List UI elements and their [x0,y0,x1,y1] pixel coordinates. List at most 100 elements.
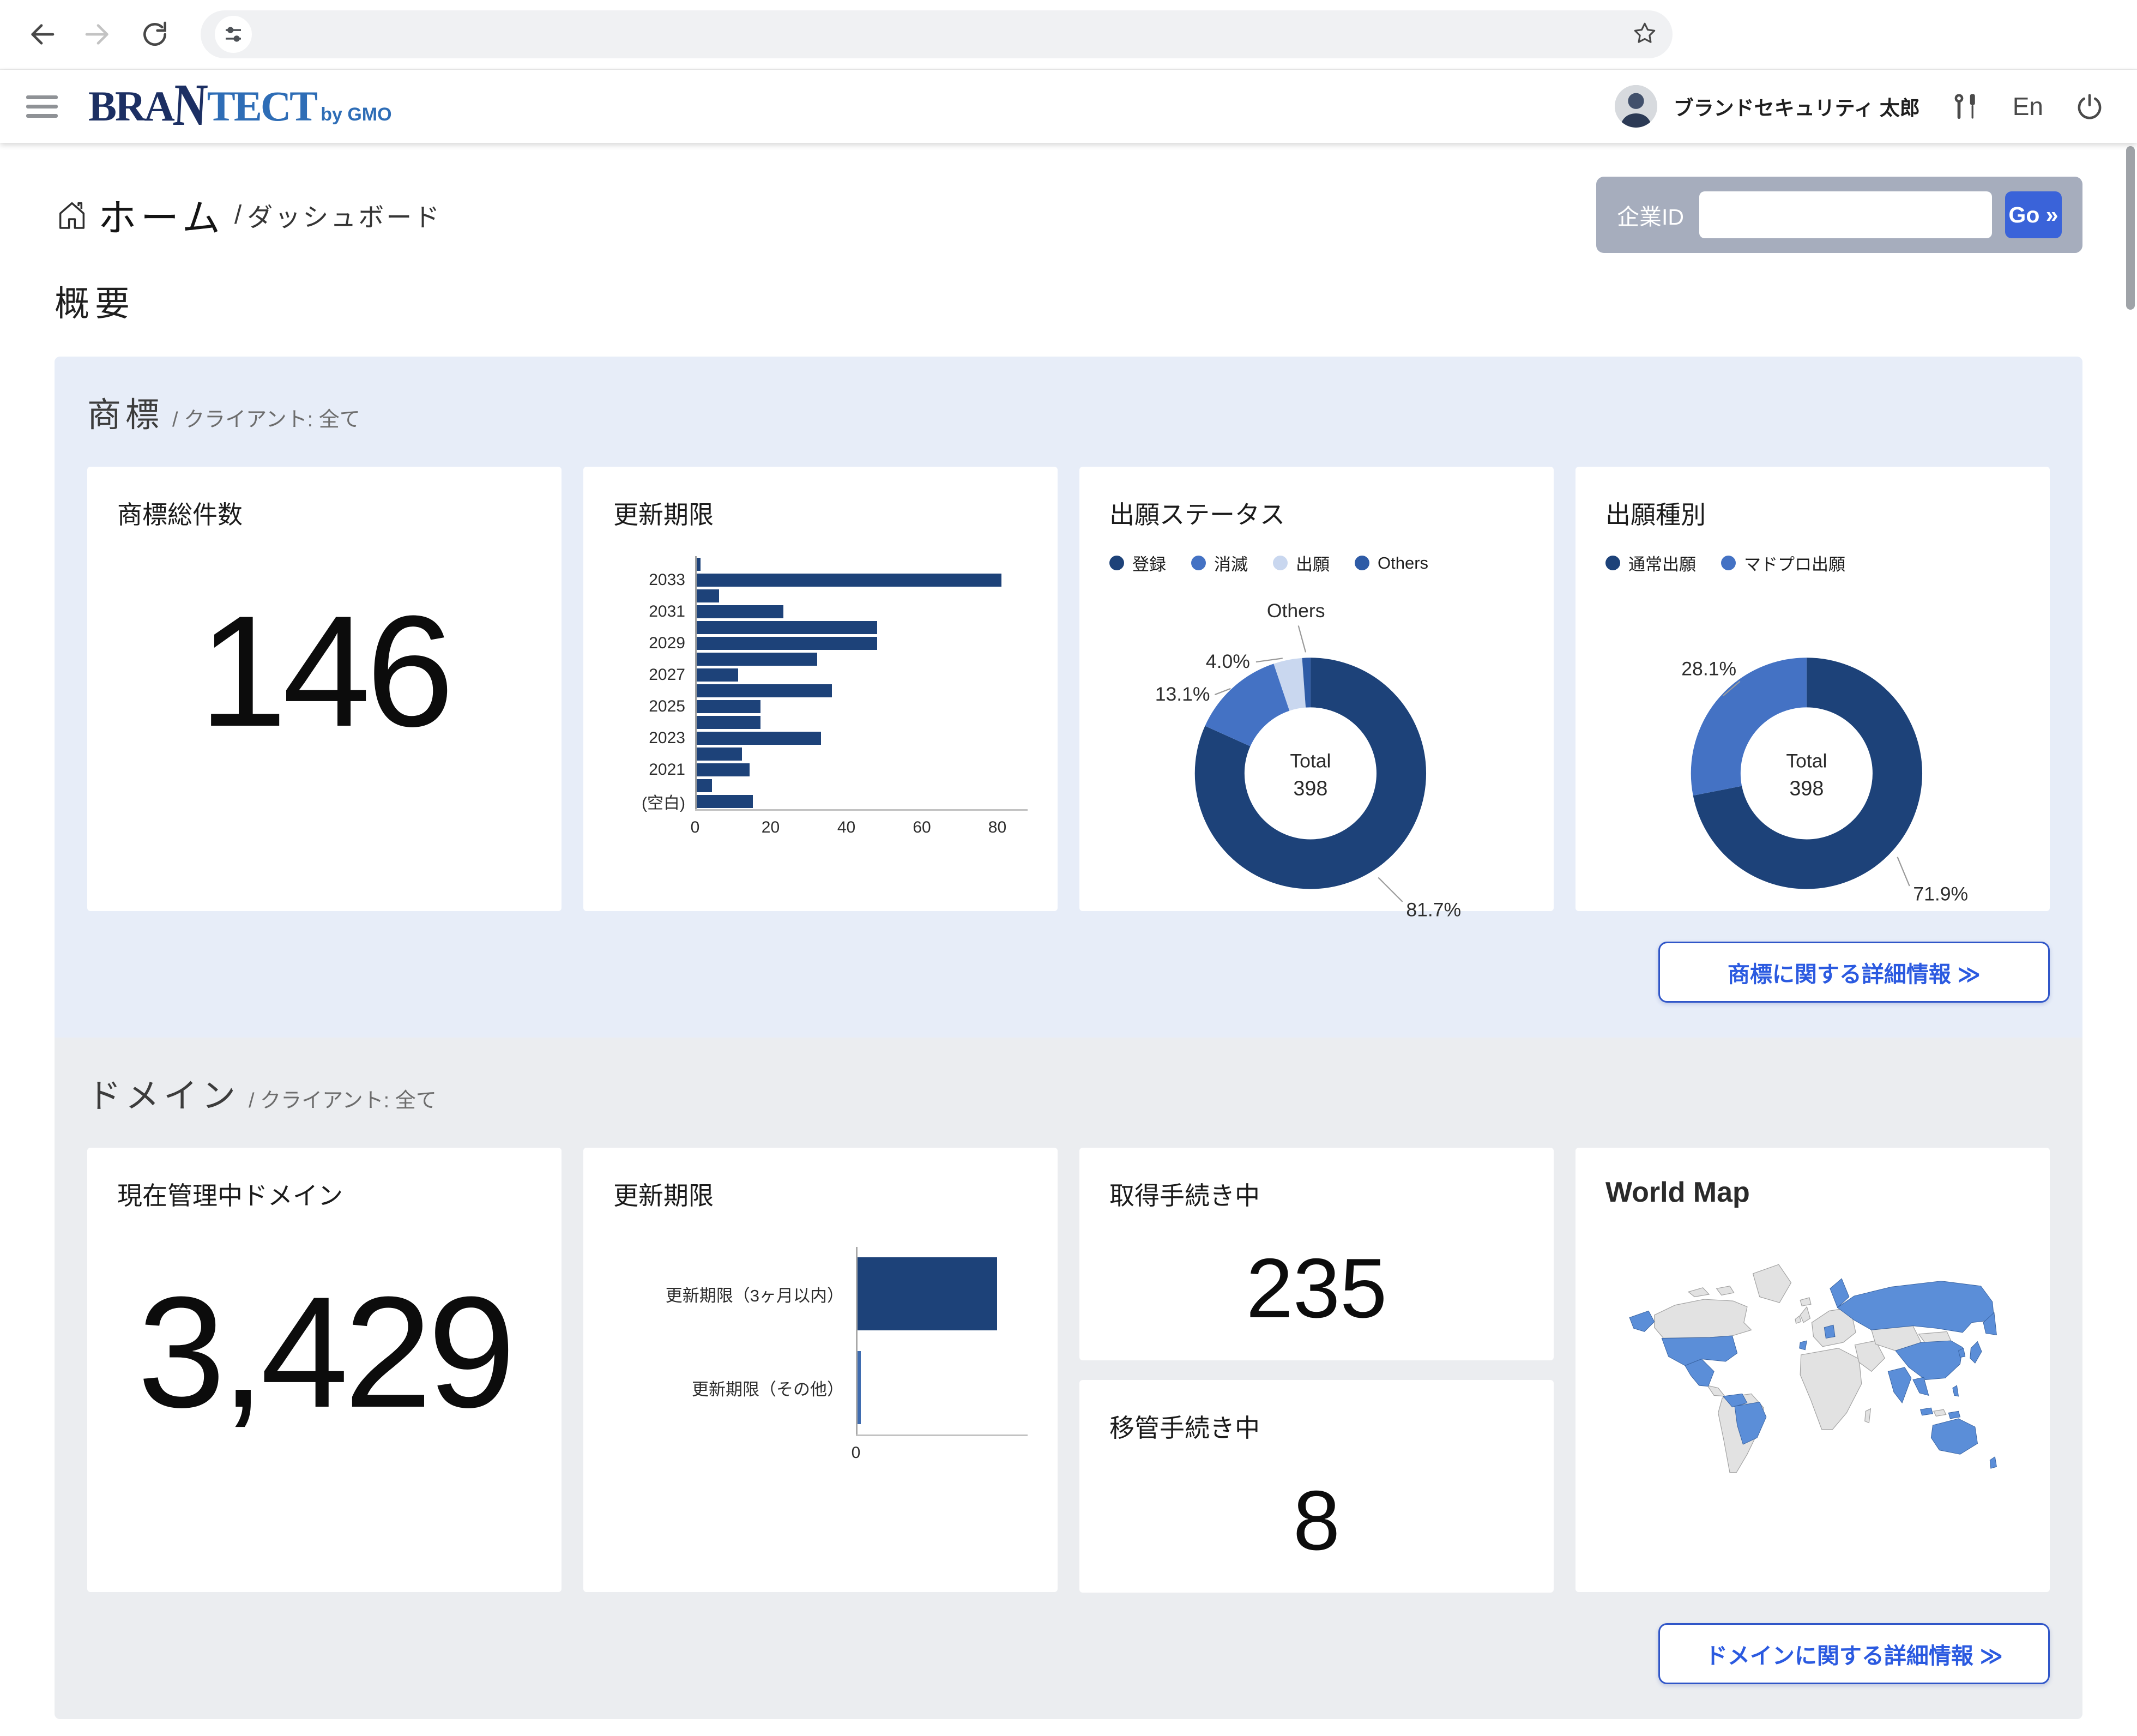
card-title: 更新期限 [613,501,714,529]
donut-slice [1194,658,1427,889]
transfer-card: 移管手続き中 8 [1079,1380,1554,1593]
trademark-total-value: 146 [199,583,454,760]
svg-text:Total: Total [1290,750,1331,771]
page-title: 概要 [55,284,135,323]
avatar[interactable] [1614,85,1657,128]
svg-text:13.1%: 13.1% [1155,683,1210,705]
legend-dot [1355,556,1369,570]
bar-category-label: 2025 [649,697,685,715]
managed-domains-value: 3,429 [137,1264,516,1440]
domain-section-title: ドメイン [87,1077,240,1115]
bar [697,557,701,571]
axis-tick-label: 20 [761,818,780,836]
bar [697,731,821,745]
brand-logo[interactable]: BRANTECT by GMO [88,71,392,138]
bar-category-label: 更新期限（その他） [692,1379,844,1399]
trademark-renewal-bar-chart: 2033 2031 2029 2027 2025 2023 2021 (空白) 0 20 40 60 8… [613,556,1028,841]
bar-category-label [613,714,695,730]
legend-item: 消滅 [1191,551,1248,575]
card-title: 移管手続き中 [1109,1414,1260,1442]
card-title: World Map [1605,1177,1750,1208]
bar-category-label: 2027 [649,665,685,684]
legend-label: 通常出願 [1628,555,1696,574]
world-map-card: World Map [1575,1148,2050,1592]
breadcrumb-separator: / [234,200,242,230]
logo-text-bra: BRA [88,82,175,130]
status-legend: 登録 消滅 出願 Others [1109,551,1524,575]
back-icon[interactable] [26,19,57,50]
application-type-donut: Total 398 28.1% 71.9% [1681,658,1968,905]
app-header: BRANTECT by GMO ブランドセキュリティ 太郎 En [0,70,2137,143]
logo-text-tect: TECT [207,82,318,130]
go-button[interactable]: Go » [2005,191,2062,238]
bar [697,794,753,808]
tune-icon[interactable] [215,16,252,53]
bar [858,1257,997,1330]
legend-label: 消滅 [1214,555,1248,574]
home-icon[interactable] [55,197,89,232]
company-id-input[interactable] [1699,191,1992,238]
bar-category-label: 更新期限（3ヶ月以内） [665,1286,844,1305]
address-bar[interactable] [201,10,1673,58]
bar-category-label [613,683,695,698]
bar-category-label: 2033 [649,570,685,589]
svg-text:28.1%: 28.1% [1681,658,1736,679]
legend-item: 出願 [1273,551,1330,575]
legend-dot [1109,556,1124,570]
logout-power-icon[interactable] [2075,92,2104,121]
trademark-detail-button[interactable]: 商標に関する詳細情報 ≫ [1658,942,2050,1003]
acquiring-card: 取得手続き中 235 [1079,1148,1554,1360]
bookmark-star-icon[interactable] [1631,20,1658,50]
forward-icon[interactable] [83,19,113,50]
scrollbar[interactable] [2126,146,2135,310]
browser-toolbar [0,0,2137,70]
logo-byline: by GMO [321,104,392,125]
breadcrumb-home[interactable]: ホーム [98,196,225,239]
reload-icon[interactable] [140,19,170,50]
menu-icon[interactable] [26,90,58,123]
svg-text:Total: Total [1786,750,1827,771]
bar [697,620,878,634]
language-toggle[interactable]: En [2012,92,2043,120]
domain-detail-button[interactable]: ドメインに関する詳細情報 ≫ [1658,1623,2050,1684]
legend-dot [1721,556,1736,570]
company-id-panel: 企業ID Go » [1596,177,2082,253]
transfer-value: 8 [1293,1473,1341,1568]
card-title: 商標総件数 [117,501,243,529]
bar [858,1351,861,1424]
user-name[interactable]: ブランドセキュリティ 太郎 [1673,97,1920,119]
svg-text:Others: Others [1267,600,1325,622]
legend-label: Others [1378,553,1429,572]
card-title: 取得手続き中 [1109,1182,1260,1210]
domain-status-column: 取得手続き中 235 移管手続き中 8 [1079,1148,1554,1593]
bar [697,573,1001,587]
bar-category-label [613,651,695,667]
legend-dot [1191,556,1206,570]
type-legend: 通常出願 マドプロ出願 [1605,551,2020,575]
svg-text:398: 398 [1789,777,1824,800]
domain-section: ドメイン / クライアント: 全て 現在管理中ドメイン 3,429 更新期限 更… [55,1038,2082,1719]
bar [697,605,783,618]
svg-text:4.0%: 4.0% [1206,650,1250,672]
axis-tick-label: 40 [837,818,856,836]
trademark-total-card: 商標総件数 146 [87,467,562,911]
card-title: 出願種別 [1605,501,1706,529]
legend-dot [1605,556,1620,570]
company-id-label: 企業ID [1617,204,1684,230]
svg-text:81.7%: 81.7% [1406,899,1461,919]
bar-category-label: (空白) [642,794,685,812]
tools-icon[interactable] [1952,92,1981,121]
bar-category-label: 2021 [649,760,685,779]
acquiring-value: 235 [1246,1241,1387,1335]
bar [697,779,712,792]
bar-category-label: 2031 [649,602,685,620]
breadcrumb-current: ダッシュボード [247,202,442,232]
legend-item: 登録 [1109,551,1166,575]
trademark-client-filter: / クライアント: 全て [172,408,360,431]
breadcrumb: ホーム / ダッシュボード 企業ID Go » [55,177,2082,253]
bar [697,763,750,776]
application-status-card: 出願ステータス 登録 消滅 出願 Others Total 398 Others 4.… [1079,467,1554,919]
domain-renewal-bar-chart: 更新期限（3ヶ月以内） 更新期限（その他） 0 [613,1247,1028,1528]
legend-dot [1273,556,1288,570]
axis-tick-label: 60 [913,818,931,836]
